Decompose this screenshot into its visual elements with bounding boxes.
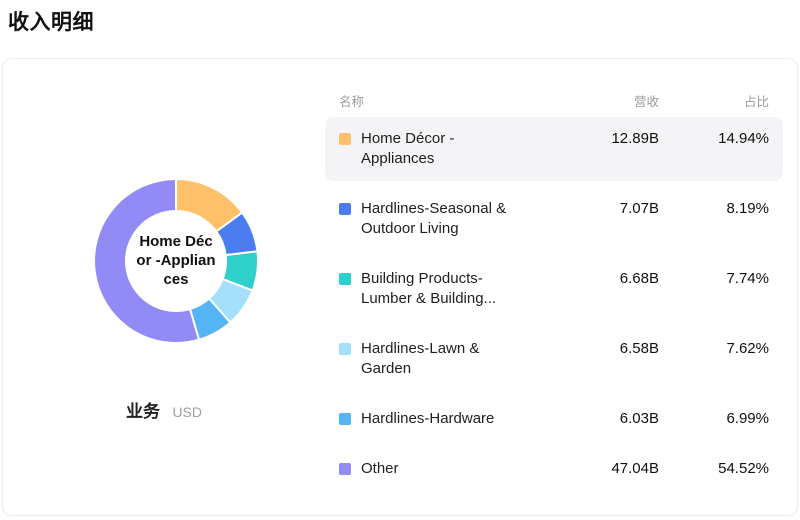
series-color-marker xyxy=(339,343,351,355)
row-revenue: 12.89B xyxy=(611,130,659,147)
donut-chart-svg[interactable] xyxy=(86,171,266,351)
row-share: 14.94% xyxy=(718,130,769,147)
table-row[interactable]: Hardlines-Lawn & Garden 6.58B 7.62% xyxy=(325,327,783,391)
series-color-marker xyxy=(339,273,351,285)
table-row[interactable]: Other 47.04B 54.52% xyxy=(325,447,783,491)
table-row[interactable]: Home Décor - Appliances 12.89B 14.94% xyxy=(325,117,783,181)
row-name: Hardlines-Hardware xyxy=(361,410,495,427)
row-share: 6.99% xyxy=(726,410,769,427)
table-header-row: 名称 营收 占比 xyxy=(325,83,783,117)
row-name: Other xyxy=(361,460,399,477)
donut-chart-panel: Home Déc or -Applian ces 业务 USD xyxy=(3,59,325,515)
revenue-breakdown-card: Home Déc or -Applian ces 业务 USD 名称 营收 占比… xyxy=(2,58,798,516)
row-share: 7.62% xyxy=(726,340,769,357)
row-revenue: 47.04B xyxy=(611,460,659,477)
table-row[interactable]: Building Products-Lumber & Building... 6… xyxy=(325,257,783,321)
legend-series-label[interactable]: 业务 xyxy=(125,402,160,421)
row-name: Hardlines-Seasonal & Outdoor Living xyxy=(361,200,507,237)
row-revenue: 7.07B xyxy=(619,200,659,217)
row-share: 7.74% xyxy=(726,270,769,287)
row-revenue: 6.03B xyxy=(619,410,659,427)
row-name: Hardlines-Lawn & Garden xyxy=(361,340,480,377)
row-share: 54.52% xyxy=(718,460,769,477)
series-color-marker xyxy=(339,133,351,145)
row-share: 8.19% xyxy=(726,200,769,217)
header-share: 占比 xyxy=(743,94,769,109)
breakdown-table: 名称 营收 占比 Home Décor - Appliances 12.89B … xyxy=(325,83,783,497)
row-name: Home Décor - Appliances xyxy=(361,130,455,167)
row-revenue: 6.58B xyxy=(619,340,659,357)
header-name: 名称 xyxy=(339,94,365,109)
row-name: Building Products-Lumber & Building... xyxy=(361,270,497,307)
series-color-marker xyxy=(339,413,351,425)
series-color-marker xyxy=(339,463,351,475)
page-title: 收入明细 xyxy=(8,11,94,34)
header-revenue: 营收 xyxy=(633,94,659,109)
donut-segment-5[interactable] xyxy=(93,178,200,344)
table-row[interactable]: Hardlines-Hardware 6.03B 6.99% xyxy=(325,397,783,441)
chart-legend: 业务 USD xyxy=(3,397,325,422)
table-row[interactable]: Hardlines-Seasonal & Outdoor Living 7.07… xyxy=(325,187,783,251)
series-color-marker xyxy=(339,203,351,215)
donut-chart[interactable]: Home Déc or -Applian ces xyxy=(86,171,266,351)
legend-unit-label: USD xyxy=(172,404,202,420)
row-revenue: 6.68B xyxy=(619,270,659,287)
